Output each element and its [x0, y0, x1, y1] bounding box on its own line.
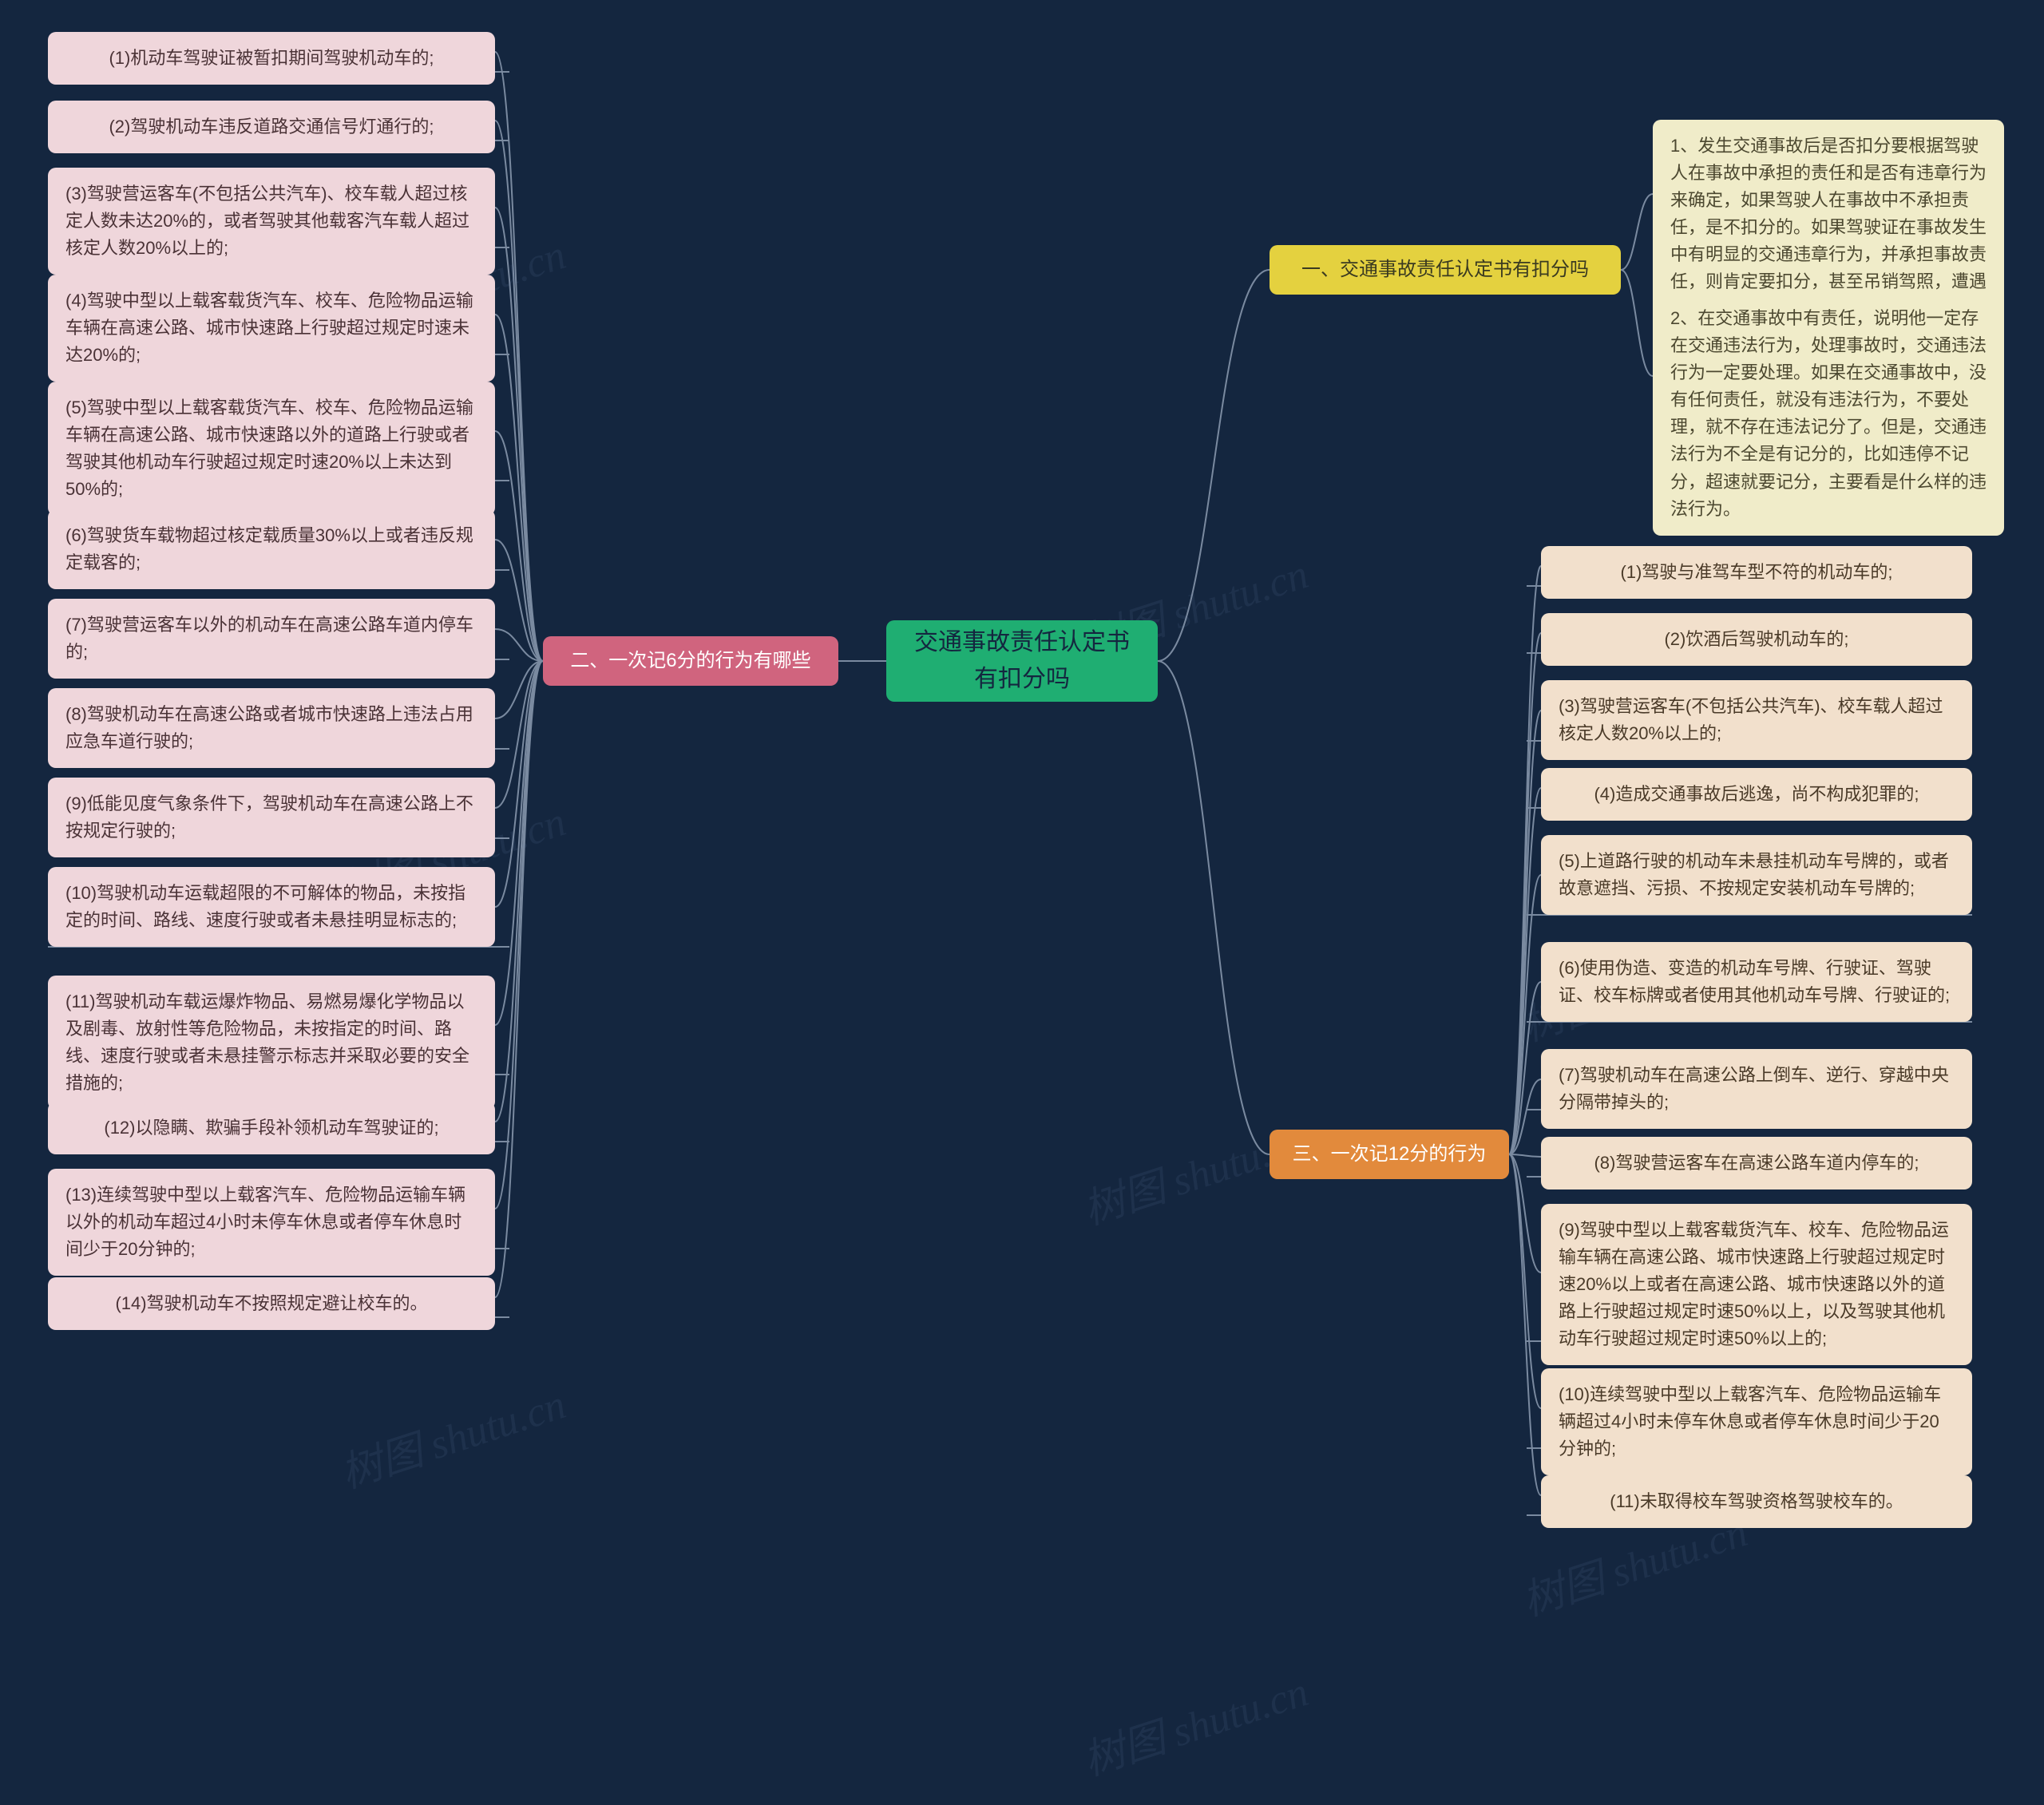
leaf-node: (2)驾驶机动车违反道路交通信号灯通行的;	[48, 101, 495, 153]
leaf-node: (1)驾驶与准驾车型不符的机动车的;	[1541, 546, 1972, 599]
leaf-node: 2、在交通事故中有责任，说明他一定存在交通违法行为，处理事故时，交通违法行为一定…	[1653, 292, 2004, 536]
leaf-node: (3)驾驶营运客车(不包括公共汽车)、校车载人超过核定人数20%以上的;	[1541, 680, 1972, 760]
branch-node: 二、一次记6分的行为有哪些	[543, 636, 838, 686]
leaf-node: (5)驾驶中型以上载客载货汽车、校车、危险物品运输车辆在高速公路、城市快速路以外…	[48, 382, 495, 516]
leaf-node: (3)驾驶营运客车(不包括公共汽车)、校车载人超过核定人数未达20%的，或者驾驶…	[48, 168, 495, 275]
leaf-node: (10)连续驾驶中型以上载客汽车、危险物品运输车辆超过4小时未停车休息或者停车休…	[1541, 1368, 1972, 1475]
leaf-node: (4)驾驶中型以上载客载货汽车、校车、危险物品运输车辆在高速公路、城市快速路上行…	[48, 275, 495, 382]
branch-node: 三、一次记12分的行为	[1270, 1130, 1509, 1179]
leaf-node: (6)驾驶货车载物超过核定载质量30%以上或者违反规定载客的;	[48, 509, 495, 589]
leaf-node: (9)驾驶中型以上载客载货汽车、校车、危险物品运输车辆在高速公路、城市快速路上行…	[1541, 1204, 1972, 1365]
leaf-node: (7)驾驶机动车在高速公路上倒车、逆行、穿越中央分隔带掉头的;	[1541, 1049, 1972, 1129]
leaf-node: (5)上道路行驶的机动车未悬挂机动车号牌的，或者故意遮挡、污损、不按规定安装机动…	[1541, 835, 1972, 915]
leaf-node: (8)驾驶营运客车在高速公路车道内停车的;	[1541, 1137, 1972, 1189]
leaf-node: (13)连续驾驶中型以上载客汽车、危险物品运输车辆以外的机动车超过4小时未停车休…	[48, 1169, 495, 1276]
leaf-node: (8)驾驶机动车在高速公路或者城市快速路上违法占用应急车道行驶的;	[48, 688, 495, 768]
leaf-node: (1)机动车驾驶证被暂扣期间驾驶机动车的;	[48, 32, 495, 85]
leaf-node: (14)驾驶机动车不按照规定避让校车的。	[48, 1277, 495, 1330]
leaf-node: (2)饮酒后驾驶机动车的;	[1541, 613, 1972, 666]
root-node: 交通事故责任认定书有扣分吗	[886, 620, 1158, 702]
leaf-node: (11)驾驶机动车载运爆炸物品、易燃易爆化学物品以及剧毒、放射性等危险物品，未按…	[48, 976, 495, 1110]
leaf-node: (10)驾驶机动车运载超限的不可解体的物品，未按指定的时间、路线、速度行驶或者未…	[48, 867, 495, 947]
leaf-node: (7)驾驶营运客车以外的机动车在高速公路车道内停车的;	[48, 599, 495, 679]
leaf-node: (9)低能见度气象条件下，驾驶机动车在高速公路上不按规定行驶的;	[48, 778, 495, 857]
leaf-node: (12)以隐瞒、欺骗手段补领机动车驾驶证的;	[48, 1102, 495, 1154]
leaf-node: (4)造成交通事故后逃逸，尚不构成犯罪的;	[1541, 768, 1972, 821]
branch-node: 一、交通事故责任认定书有扣分吗	[1270, 245, 1621, 295]
leaf-node: (11)未取得校车驾驶资格驾驶校车的。	[1541, 1475, 1972, 1528]
leaf-node: (6)使用伪造、变造的机动车号牌、行驶证、驾驶证、校车标牌或者使用其他机动车号牌…	[1541, 942, 1972, 1022]
